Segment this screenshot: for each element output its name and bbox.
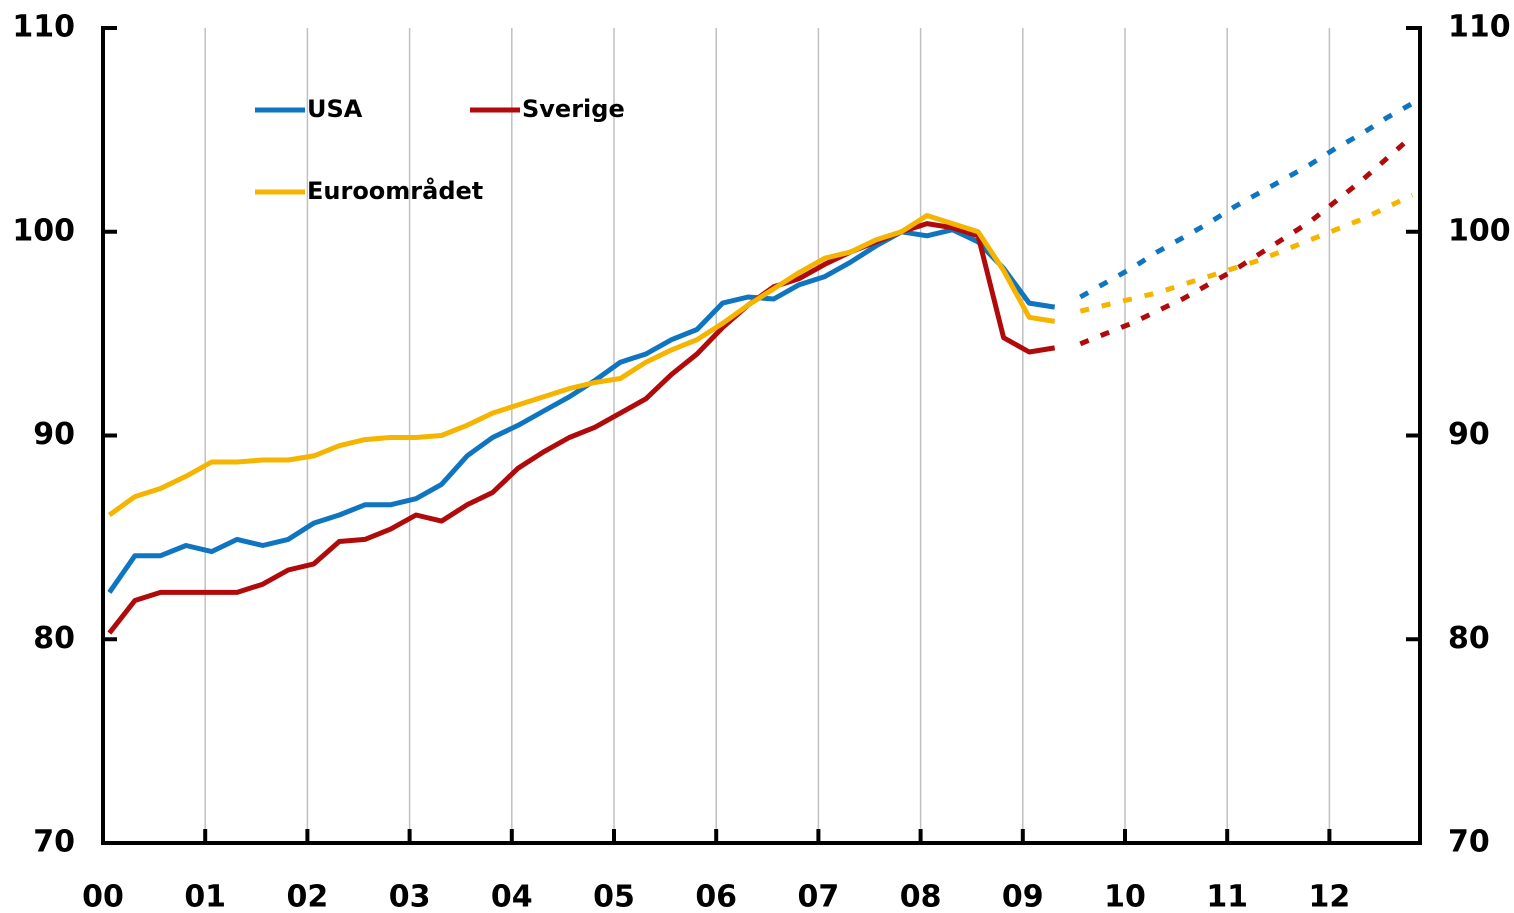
forecast-line [1079, 192, 1414, 314]
y2-tick-label: 70 [1448, 825, 1490, 860]
y-tick-label: 90 [33, 417, 75, 452]
x-tick-label: 10 [1104, 880, 1146, 913]
x-tick-label: 11 [1206, 880, 1248, 913]
label-layer: 70 80 90 100 110 70 80 90 100 110 00 01 02 03 04 05 06 07… [12, 10, 1510, 913]
y2-tick-label: 90 [1448, 417, 1490, 452]
y2-tick-label: 80 [1448, 621, 1490, 656]
x-tick-label: 05 [593, 880, 635, 913]
legend-label: Euroområdet [307, 176, 483, 205]
x-tick-label: 04 [491, 880, 533, 913]
y-tick-label: 80 [33, 621, 75, 656]
y2-tick-label: 100 [1448, 213, 1511, 248]
forecast-line [1079, 101, 1414, 300]
x-tick-label: 02 [287, 880, 329, 913]
x-tick-label: 12 [1309, 880, 1351, 913]
x-tick-label: 03 [389, 880, 431, 913]
series-line [107, 213, 1056, 518]
x-tick-label: 09 [1002, 880, 1044, 913]
legend-label: Sverige [522, 95, 625, 123]
forecast-line [1079, 134, 1415, 347]
y2-tick-label: 110 [1448, 10, 1511, 45]
x-tick-label: 01 [184, 880, 226, 913]
x-tick-label: 08 [900, 880, 942, 913]
y-tick-label: 70 [33, 825, 75, 860]
series-line [107, 227, 1056, 594]
x-tick-label: 00 [82, 880, 124, 913]
x-tick-label: 07 [798, 880, 840, 913]
line-layer [107, 101, 1415, 635]
legend-label: USA [307, 95, 363, 123]
grid-layer [204, 28, 1331, 843]
x-tick-label: 06 [695, 880, 737, 913]
y-tick-label: 100 [12, 213, 75, 248]
y-tick-label: 110 [12, 10, 75, 45]
series-line [107, 221, 1056, 635]
